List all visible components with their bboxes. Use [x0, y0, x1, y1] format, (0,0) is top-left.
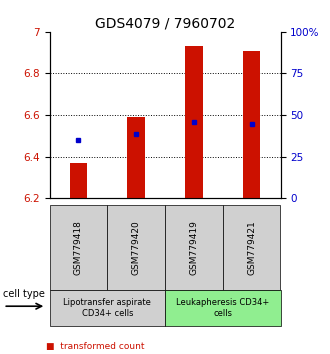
Text: GSM779421: GSM779421 — [247, 221, 256, 275]
Text: ■  transformed count: ■ transformed count — [46, 342, 145, 352]
Title: GDS4079 / 7960702: GDS4079 / 7960702 — [95, 17, 235, 31]
Bar — [127, 117, 145, 198]
Text: cell type: cell type — [3, 289, 45, 299]
Bar — [243, 51, 260, 198]
Text: Lipotransfer aspirate
CD34+ cells: Lipotransfer aspirate CD34+ cells — [63, 298, 151, 318]
Bar — [185, 46, 203, 198]
Text: GSM779420: GSM779420 — [132, 221, 141, 275]
Text: GSM779418: GSM779418 — [74, 220, 83, 275]
Text: GSM779419: GSM779419 — [189, 220, 198, 275]
Text: Leukapheresis CD34+
cells: Leukapheresis CD34+ cells — [176, 298, 269, 318]
Bar — [70, 163, 87, 198]
